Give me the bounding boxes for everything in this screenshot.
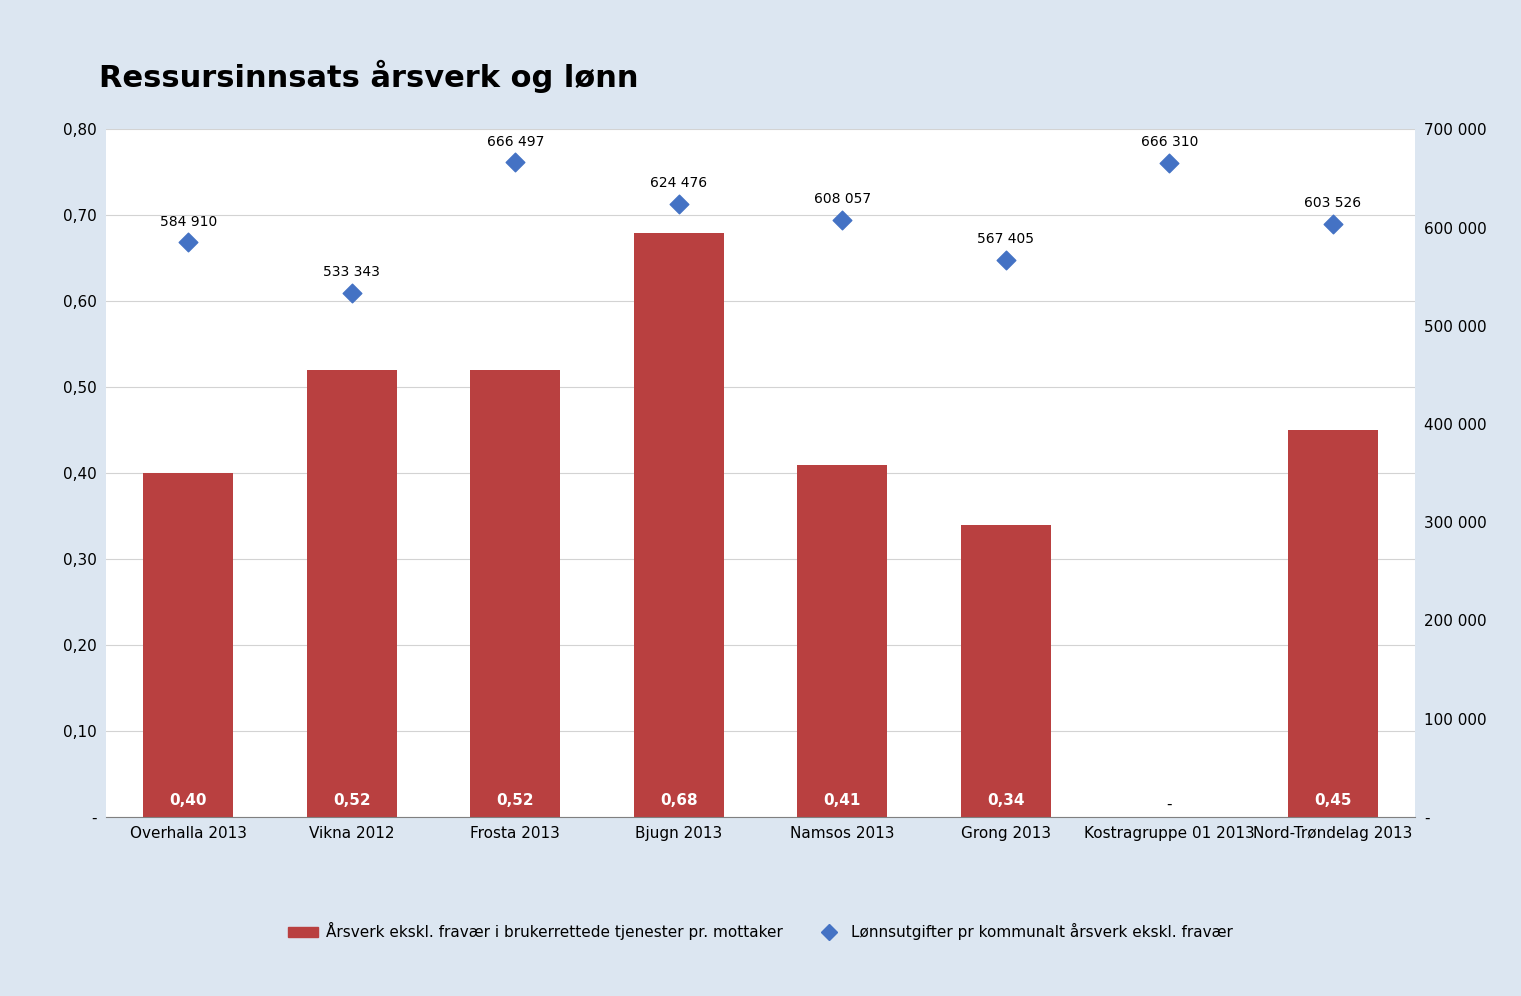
Bar (1288, 430, 1378, 817)
Text: 624 476: 624 476 (649, 176, 707, 190)
Bar (961, 525, 1051, 817)
Point (666, 195, 691, 211)
Bar (470, 370, 560, 817)
Text: 608 057: 608 057 (814, 192, 872, 206)
Text: 533 343: 533 343 (324, 265, 380, 279)
Text: 603 526: 603 526 (1303, 196, 1361, 210)
Text: 0,40: 0,40 (169, 793, 207, 808)
Point (339, 285, 364, 301)
Text: 0,52: 0,52 (496, 793, 534, 808)
Legend: Årsverk ekskl. fravær i brukerrettede tjenester pr. mottaker, Lønnsutgifter pr k: Årsverk ekskl. fravær i brukerrettede tj… (281, 916, 1240, 946)
Text: 0,68: 0,68 (660, 793, 698, 808)
Text: -: - (1167, 797, 1173, 812)
Text: 666 497: 666 497 (487, 134, 545, 148)
Bar (307, 370, 397, 817)
Point (830, 212, 855, 228)
Point (993, 252, 1018, 268)
Text: 567 405: 567 405 (978, 232, 1034, 246)
Point (1320, 216, 1345, 232)
Text: 0,52: 0,52 (333, 793, 371, 808)
Text: 666 310: 666 310 (1141, 134, 1199, 148)
Bar (634, 233, 724, 817)
Bar (143, 473, 233, 817)
Point (176, 234, 201, 250)
Point (1157, 154, 1182, 170)
Text: 584 910: 584 910 (160, 215, 218, 229)
Point (503, 154, 528, 170)
Text: 0,45: 0,45 (1314, 793, 1352, 808)
Text: Ressursinnsats årsverk og lønn: Ressursinnsats årsverk og lønn (99, 60, 639, 93)
Text: 0,34: 0,34 (987, 793, 1025, 808)
Text: 0,41: 0,41 (823, 793, 861, 808)
Bar (797, 464, 887, 817)
